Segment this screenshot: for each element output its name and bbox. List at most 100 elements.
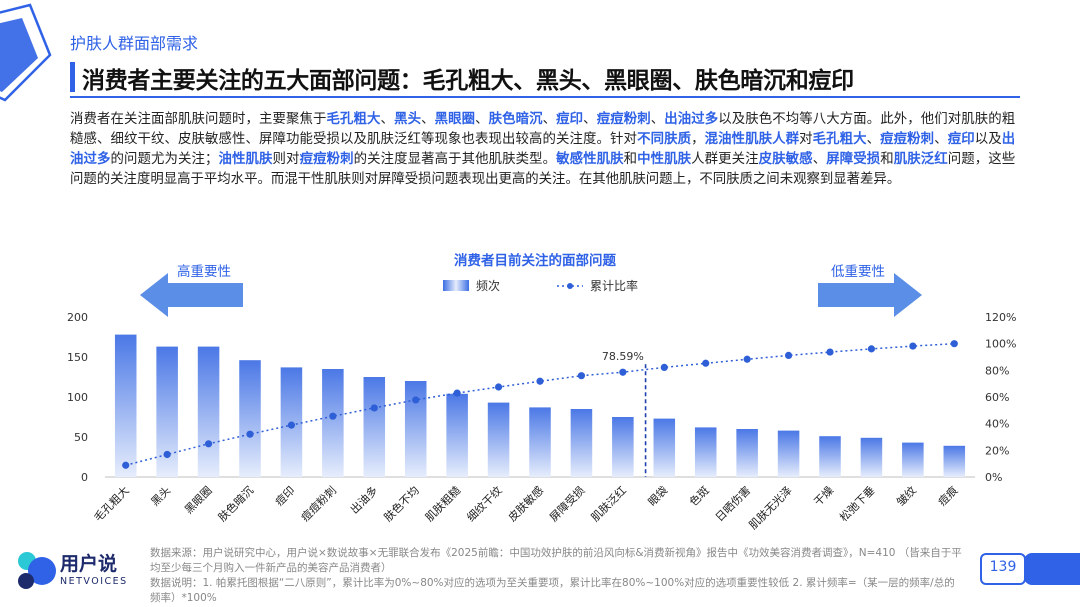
- page-number-badge: 139: [980, 553, 1026, 585]
- body-text-segment: 、: [475, 112, 489, 127]
- cumulative-point: [287, 421, 296, 429]
- body-text-segment: ，: [691, 132, 705, 147]
- body-text-segment: 则对: [272, 152, 300, 167]
- cumulative-point: [619, 368, 627, 376]
- highlight-term: 痘痘粉刺: [596, 112, 651, 127]
- cumulative-point: [867, 345, 876, 353]
- cumulative-point: [122, 461, 130, 469]
- category-label: 出油多: [347, 483, 380, 516]
- corner-hexagon-decoration: [0, 3, 52, 102]
- cumulative-point: [784, 351, 793, 359]
- section-label: 护肤人群面部需求: [70, 34, 199, 53]
- category-label: 肌肤粗糙: [422, 483, 463, 524]
- page-title: 消费者主要关注的五大面部问题：毛孔粗大、黑头、黑眼圈、肤色暗沉和痘印: [82, 68, 854, 94]
- bar: [943, 445, 966, 477]
- body-text-segment: 对: [799, 132, 813, 147]
- highlight-term: 出油过多: [664, 112, 719, 127]
- cumulative-point: [743, 355, 751, 363]
- body-text-segment: 、: [542, 112, 557, 127]
- cumulative-point: [950, 340, 958, 348]
- cumulative-line: [125, 342, 955, 467]
- body-text-segment: 以及肤色不均等八大方面。此外，他们对肌肤的粗糙感、细纹干纹、皮肤敏感性、屏障功能…: [70, 112, 1016, 147]
- highlight-term: 混油性肌肤人群: [704, 132, 800, 147]
- low-importance-label: 低重要性: [831, 264, 885, 280]
- bar: [529, 407, 551, 477]
- high-importance-label: 高重要性: [177, 263, 231, 280]
- highlight-term: 黑眼圈: [434, 112, 476, 127]
- highlight-term: 油性肌肤: [218, 152, 273, 167]
- highlight-term: 皮肤敏感: [758, 152, 813, 167]
- category-label: 日晒伤害: [712, 483, 753, 524]
- bar: [446, 393, 468, 477]
- legend-bar-swatch: [443, 280, 469, 291]
- left-axis-tick: 150: [67, 351, 88, 364]
- highlight-term: 屏障受损: [826, 152, 881, 167]
- netvoices-logo-icon: [18, 552, 56, 589]
- body-text-segment: 、: [421, 112, 435, 127]
- highlight-term: 痘印: [556, 112, 584, 127]
- body-text-segment: 以及: [974, 132, 1002, 147]
- category-label: 毛孔粗大: [91, 483, 132, 524]
- highlight-term: 毛孔粗大: [812, 132, 867, 147]
- body-text-segment: 和: [623, 152, 638, 167]
- right-axis-tick: 0%: [985, 471, 1002, 484]
- cumulative-point: [536, 377, 544, 385]
- cutoff-label: 78.59%: [602, 350, 644, 363]
- body-text-segment: 人群更关注: [691, 152, 759, 167]
- cumulative-point: [163, 450, 171, 459]
- cumulative-point: [660, 363, 668, 371]
- bar: [612, 417, 634, 477]
- cumulative-point: [826, 348, 834, 356]
- category-label: 黑头: [149, 484, 174, 509]
- body-text-segment: 、: [650, 112, 665, 127]
- right-axis-tick: 60%: [985, 391, 1009, 404]
- title-accent-bar: [70, 62, 75, 92]
- bar: [197, 346, 220, 477]
- body-text-segment: 、: [934, 132, 948, 147]
- body-text-segment: 、: [380, 112, 395, 127]
- highlight-term: 肌肤泛红: [893, 152, 948, 167]
- right-axis-tick: 100%: [985, 338, 1016, 351]
- highlight-term: 痘印: [947, 132, 975, 147]
- cumulative-point: [494, 383, 503, 391]
- highlight-term: 痘痘粉刺: [299, 152, 354, 167]
- category-label: 皱纹: [894, 483, 919, 508]
- highlight-term: 痘痘粉刺: [880, 132, 935, 147]
- category-label: 色斑: [686, 483, 711, 508]
- body-text-segment: 的问题尤为关注；: [110, 152, 219, 167]
- highlight-term: 出油过多: [70, 132, 1016, 167]
- bar: [239, 360, 261, 477]
- cumulative-point: [909, 342, 917, 350]
- page-tab-decoration: [1024, 553, 1080, 585]
- category-label: 痘痕: [935, 483, 960, 508]
- category-label: 细纹干纹: [464, 483, 505, 524]
- left-axis-tick: 0: [81, 471, 88, 484]
- category-label: 眼袋: [645, 483, 670, 508]
- logo-subname: NETVOICES: [60, 576, 128, 587]
- category-label: 肌肤泛红: [588, 483, 629, 524]
- bar: [860, 437, 883, 477]
- left-axis-tick: 100: [67, 391, 88, 404]
- bar: [694, 427, 717, 477]
- cumulative-point: [204, 440, 213, 448]
- legend-line-marker: [567, 283, 573, 289]
- summary-paragraph: 消费者在关注面部肌肤问题时，主要聚焦于毛孔粗大、黑头、黑眼圈、肤色暗沉、痘印、痘…: [70, 110, 1015, 190]
- bar: [114, 334, 137, 477]
- category-label: 屏障受损: [547, 483, 588, 524]
- bar: [902, 442, 924, 477]
- category-label: 松弛下垂: [837, 483, 878, 524]
- legend-bar-label: 频次: [476, 279, 500, 293]
- right-axis-tick: 20%: [985, 444, 1009, 457]
- data-source-note: 数据来源：用户说研究中心，用户说×数说故事×无罪联合发布《2025前瞻：中国功效…: [150, 547, 962, 574]
- page-number: 139: [989, 559, 1017, 575]
- highlight-term: 肤色暗沉: [488, 112, 543, 127]
- cumulative-point: [370, 404, 378, 412]
- bar: [653, 418, 676, 477]
- bar: [570, 409, 593, 477]
- highlight-term: 中性肌肤: [637, 152, 692, 167]
- category-label: 痘印: [272, 483, 297, 508]
- category-label: 干燥: [811, 484, 836, 509]
- title-underline: [70, 96, 1020, 98]
- low-importance-arrow: [818, 273, 922, 317]
